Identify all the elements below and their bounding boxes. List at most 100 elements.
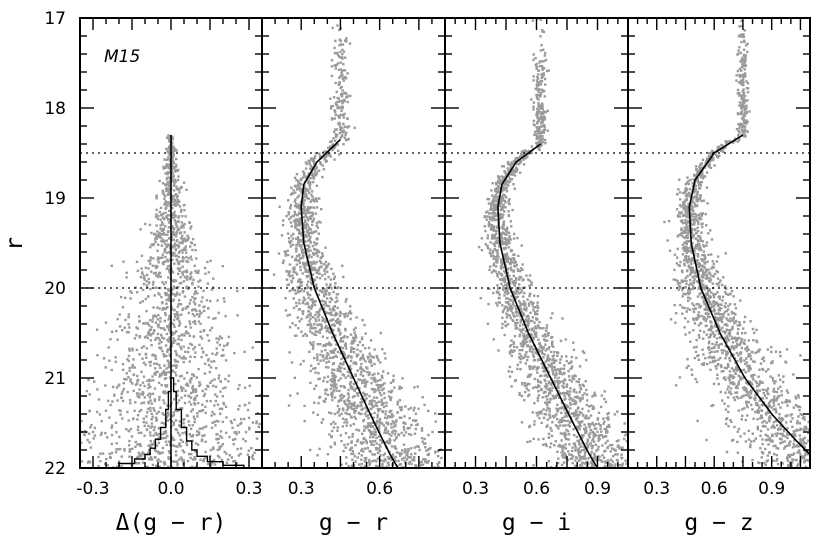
data-point xyxy=(172,285,175,288)
data-point xyxy=(183,401,187,405)
data-point xyxy=(161,308,164,311)
data-point xyxy=(496,253,499,256)
data-point xyxy=(352,362,355,365)
data-point xyxy=(519,357,522,361)
data-point xyxy=(194,322,197,325)
data-point xyxy=(331,398,334,402)
data-point xyxy=(248,428,251,431)
data-point xyxy=(306,231,309,234)
data-point xyxy=(127,331,130,334)
data-point xyxy=(334,300,337,304)
x-tick-label: -0.3 xyxy=(76,479,109,499)
data-point xyxy=(364,360,367,363)
data-point xyxy=(145,309,148,313)
data-point xyxy=(127,359,130,363)
data-point xyxy=(174,247,178,251)
data-point xyxy=(376,356,379,359)
data-point xyxy=(189,355,192,358)
data-point xyxy=(152,428,156,432)
data-point xyxy=(302,216,305,219)
data-point xyxy=(296,188,299,191)
data-point xyxy=(203,457,206,461)
data-point xyxy=(581,434,584,437)
data-point xyxy=(177,409,180,412)
data-point xyxy=(165,302,168,305)
data-point xyxy=(355,392,359,395)
data-point xyxy=(600,434,604,437)
data-point xyxy=(150,422,154,425)
data-point xyxy=(549,398,552,401)
data-point xyxy=(158,395,161,399)
data-point xyxy=(536,386,539,389)
data-point xyxy=(510,309,513,312)
data-point xyxy=(492,254,495,258)
data-point xyxy=(104,321,108,324)
data-point xyxy=(383,452,387,455)
data-point xyxy=(305,162,309,166)
data-point xyxy=(514,321,517,325)
data-point xyxy=(501,322,504,326)
data-point xyxy=(186,238,190,241)
data-point xyxy=(187,257,190,260)
data-point xyxy=(343,335,347,338)
data-point xyxy=(534,56,537,60)
data-point xyxy=(127,444,131,447)
data-point xyxy=(164,293,167,297)
data-point xyxy=(136,428,140,431)
data-point xyxy=(363,378,367,381)
data-point xyxy=(427,459,430,463)
data-point xyxy=(181,440,184,443)
data-point xyxy=(296,219,300,223)
data-point xyxy=(307,313,310,317)
data-point xyxy=(609,450,612,453)
data-point xyxy=(191,308,195,311)
data-point xyxy=(557,457,560,460)
data-point xyxy=(156,217,160,221)
data-point xyxy=(381,376,384,379)
data-point xyxy=(303,298,307,301)
data-point xyxy=(165,239,168,242)
data-point xyxy=(167,370,170,374)
data-point xyxy=(562,424,565,427)
data-point xyxy=(496,191,499,195)
data-point xyxy=(507,370,510,373)
data-point xyxy=(519,302,522,305)
data-point xyxy=(312,278,315,281)
data-point xyxy=(226,342,229,345)
data-point xyxy=(315,224,318,227)
data-point xyxy=(161,182,165,185)
data-point xyxy=(125,427,128,431)
data-point xyxy=(328,433,331,436)
data-point xyxy=(232,443,235,446)
data-point xyxy=(355,428,358,431)
data-point xyxy=(606,425,609,428)
data-point xyxy=(178,205,182,208)
data-point xyxy=(562,461,566,464)
data-point xyxy=(335,296,338,299)
data-point xyxy=(544,413,548,416)
data-point xyxy=(167,230,170,233)
data-point xyxy=(309,448,312,452)
data-point xyxy=(558,443,561,447)
data-point xyxy=(420,460,423,463)
data-point xyxy=(133,366,136,369)
data-point xyxy=(164,292,167,295)
data-point xyxy=(511,257,514,260)
data-point xyxy=(201,389,204,393)
data-point xyxy=(342,129,345,132)
data-point xyxy=(334,422,337,425)
data-point xyxy=(346,399,350,403)
data-point xyxy=(508,180,512,183)
data-point xyxy=(209,259,212,263)
data-point xyxy=(354,417,358,420)
data-point xyxy=(149,443,152,447)
data-point xyxy=(348,413,351,416)
data-point xyxy=(548,416,552,419)
data-point xyxy=(192,347,195,351)
data-point xyxy=(407,455,410,459)
data-point xyxy=(191,281,194,285)
data-point xyxy=(296,259,299,262)
data-point xyxy=(331,143,334,146)
data-point xyxy=(541,66,544,69)
data-point xyxy=(325,330,328,333)
